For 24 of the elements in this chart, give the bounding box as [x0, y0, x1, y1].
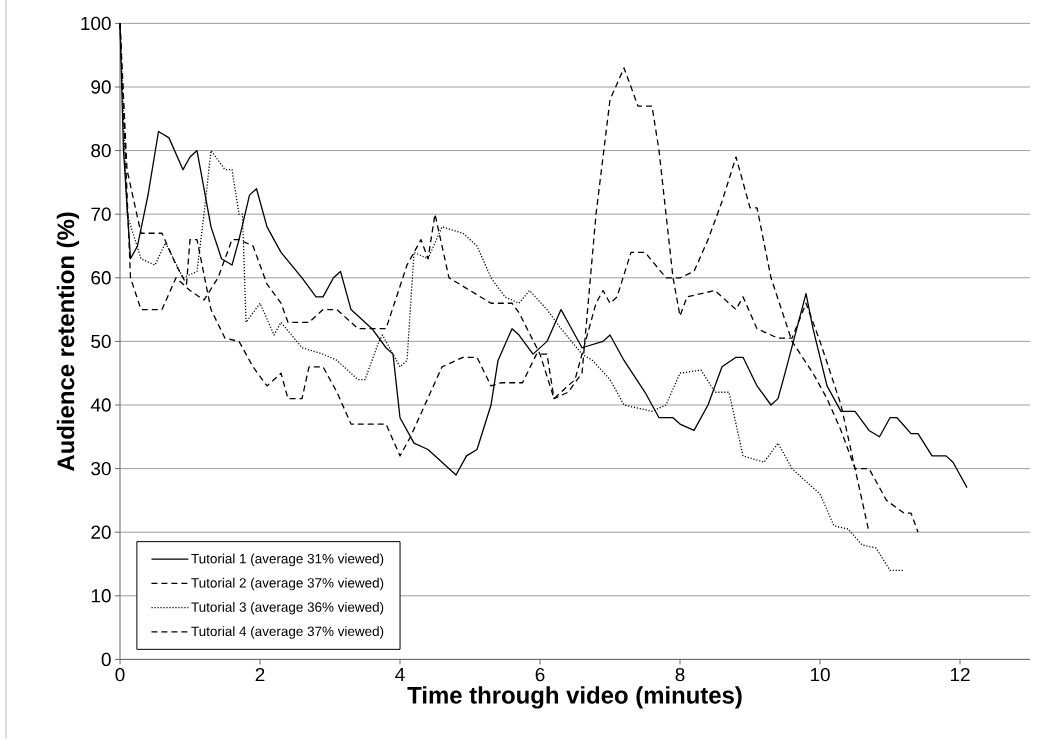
- x-tick-label: 6: [535, 667, 545, 682]
- y-tick-label: 40: [90, 398, 111, 412]
- y-tick-label: 50: [91, 334, 111, 349]
- x-tick-label: 8: [675, 667, 685, 682]
- y-tick-label: 70: [91, 207, 111, 221]
- y-tick-label: 30: [91, 461, 111, 476]
- legend-label: Tutorial 2 (average 37% viewed): [191, 577, 384, 591]
- y-tick-label: 60: [91, 271, 111, 285]
- x-tick-label: 10: [810, 667, 830, 682]
- y-tick-label: 0: [101, 652, 111, 667]
- x-tick-label: 4: [395, 668, 405, 682]
- y-tick-label: 100: [81, 16, 111, 31]
- legend-label: Tutorial 1 (average 31% viewed): [191, 553, 384, 567]
- x-tick-label: 0: [115, 667, 125, 682]
- y-tick-label: 10: [91, 589, 111, 603]
- y-tick-label: 90: [91, 80, 111, 94]
- y-tick-label: 20: [91, 525, 111, 539]
- legend-label: Tutorial 3 (average 36% viewed): [191, 602, 384, 615]
- legend-label: Tutorial 4 (average 37% viewed): [191, 626, 384, 639]
- x-tick-label: 12: [950, 667, 970, 682]
- y-axis-title: Audience retention (%): [56, 212, 80, 472]
- y-tick-label: 80: [91, 143, 111, 158]
- x-tick-label: 2: [255, 667, 265, 682]
- x-axis-title: Time through video (minutes): [407, 686, 742, 709]
